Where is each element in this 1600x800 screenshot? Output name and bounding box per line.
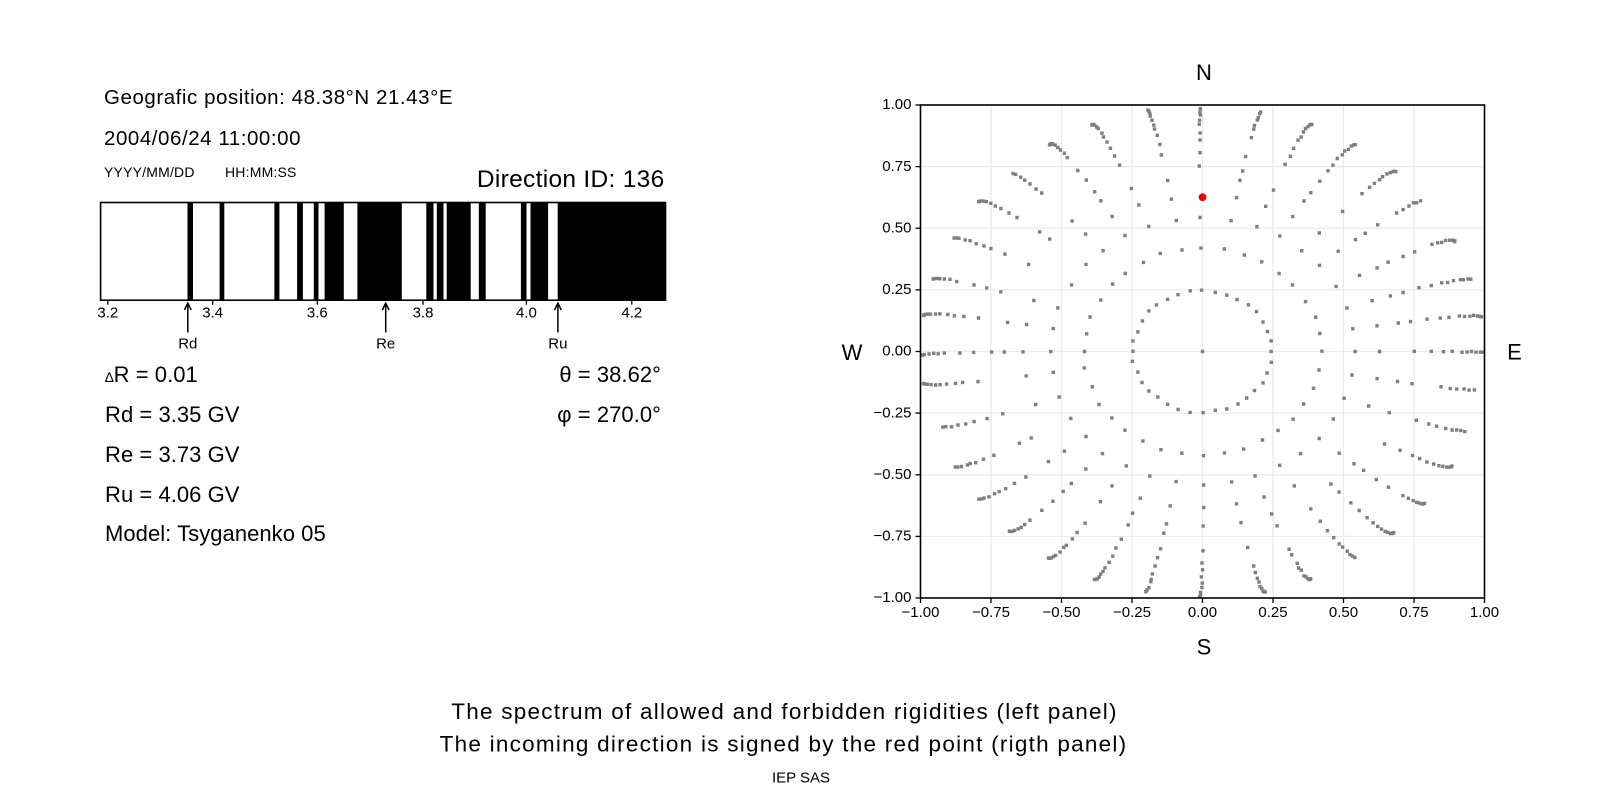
- svg-text:N: N: [1196, 60, 1212, 85]
- svg-text:φ = 270.0°: φ = 270.0°: [557, 402, 661, 427]
- svg-text:The incoming direction is sign: The incoming direction is signed by the …: [440, 732, 1128, 757]
- svg-text:3.2: 3.2: [97, 305, 118, 322]
- svg-text:−0.25: −0.25: [1113, 604, 1151, 621]
- svg-text:4.0: 4.0: [516, 305, 537, 322]
- svg-text:0.75: 0.75: [882, 158, 911, 175]
- svg-text:E: E: [1507, 340, 1522, 365]
- svg-text:Re: Re: [376, 336, 395, 353]
- svg-text:4.2: 4.2: [621, 305, 642, 322]
- svg-text:0.50: 0.50: [1329, 604, 1358, 621]
- svg-text:3.4: 3.4: [202, 305, 223, 322]
- svg-text:Rd: Rd: [178, 336, 197, 353]
- svg-text:0.25: 0.25: [1258, 604, 1287, 621]
- svg-text:3.6: 3.6: [307, 305, 328, 322]
- svg-text:∆R = 0.01: ∆R = 0.01: [105, 362, 198, 387]
- svg-text:−0.25: −0.25: [874, 404, 912, 421]
- svg-text:3.8: 3.8: [413, 305, 434, 322]
- svg-text:−1.00: −1.00: [902, 604, 940, 621]
- svg-text:2004/06/24 11:00:00: 2004/06/24 11:00:00: [104, 127, 301, 150]
- svg-text:0.00: 0.00: [882, 343, 911, 360]
- svg-text:0.75: 0.75: [1399, 604, 1428, 621]
- svg-text:−0.50: −0.50: [874, 466, 912, 483]
- svg-text:−1.00: −1.00: [874, 589, 912, 606]
- svg-text:Model: Tsyganenko 05: Model: Tsyganenko 05: [105, 521, 326, 546]
- svg-text:Direction ID: 136: Direction ID: 136: [477, 166, 665, 193]
- svg-text:Rd = 3.35 GV: Rd = 3.35 GV: [105, 402, 240, 427]
- svg-text:−0.50: −0.50: [1043, 604, 1081, 621]
- svg-text:−0.75: −0.75: [972, 604, 1010, 621]
- svg-text:0.25: 0.25: [882, 281, 911, 298]
- svg-text:HH:MM:SS: HH:MM:SS: [225, 164, 297, 180]
- svg-text:S: S: [1197, 635, 1212, 660]
- svg-text:1.00: 1.00: [1470, 604, 1499, 621]
- svg-text:IEP SAS: IEP SAS: [772, 770, 830, 787]
- svg-text:YYYY/MM/DD: YYYY/MM/DD: [104, 164, 195, 180]
- svg-text:−0.75: −0.75: [874, 528, 912, 545]
- svg-text:The spectrum of allowed and fo: The spectrum of allowed and forbidden ri…: [451, 699, 1118, 724]
- svg-text:Ru = 4.06 GV: Ru = 4.06 GV: [105, 482, 240, 507]
- svg-text:0.50: 0.50: [882, 219, 911, 236]
- svg-text:Ru: Ru: [548, 336, 567, 353]
- svg-text:θ = 38.62°: θ = 38.62°: [559, 362, 661, 387]
- svg-text:Re = 3.73 GV: Re = 3.73 GV: [105, 442, 240, 467]
- svg-text:Geografic position: 48.38°N 21: Geografic position: 48.38°N 21.43°E: [104, 86, 453, 109]
- svg-text:W: W: [842, 340, 863, 365]
- svg-text:0.00: 0.00: [1188, 604, 1217, 621]
- svg-text:1.00: 1.00: [882, 96, 911, 113]
